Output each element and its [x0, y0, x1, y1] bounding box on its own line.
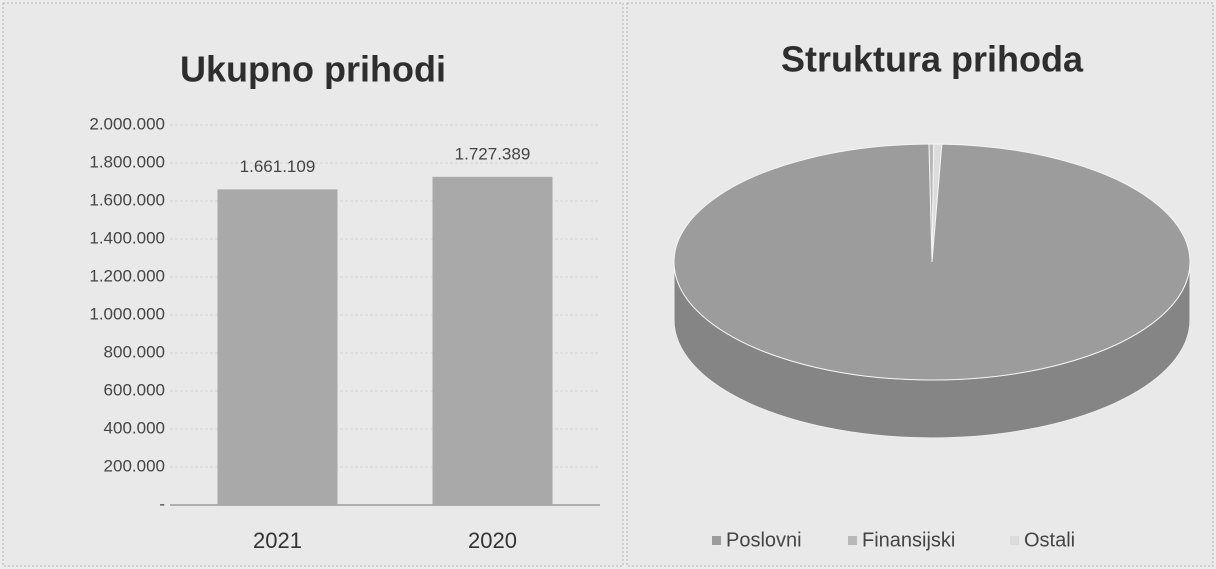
y-tick-label: 1.400.000 [89, 228, 165, 247]
y-tick-label: 600.000 [104, 380, 165, 399]
y-tick-label: 2.000.000 [89, 114, 165, 133]
legend-swatch [712, 536, 721, 545]
legend-swatch [1010, 536, 1019, 545]
value-label: 1.727.389 [455, 144, 531, 163]
legend-label: Finansijski [862, 529, 955, 551]
bar [432, 176, 553, 506]
pie-slice [673, 143, 1191, 381]
x-tick-label: 2021 [253, 528, 302, 553]
bar-title: Ukupno prihodi [180, 49, 446, 90]
pie-title: Struktura prihoda [781, 39, 1084, 80]
legend-swatch [848, 536, 857, 545]
y-tick-label: 1.600.000 [89, 190, 165, 209]
y-tick-label: 800.000 [104, 342, 165, 361]
legend-label: Poslovni [726, 529, 802, 551]
y-tick-label: 1.200.000 [89, 266, 165, 285]
y-tick-label: 1.800.000 [89, 152, 165, 171]
y-tick-label: 400.000 [104, 418, 165, 437]
y-tick-label: - [159, 494, 165, 513]
y-tick-label: 200.000 [104, 456, 165, 475]
bar [217, 189, 338, 506]
legend-label: Ostali [1024, 529, 1075, 551]
value-label: 1.661.109 [240, 157, 316, 176]
y-tick-label: 1.000.000 [89, 304, 165, 323]
x-tick-label: 2020 [468, 528, 517, 553]
